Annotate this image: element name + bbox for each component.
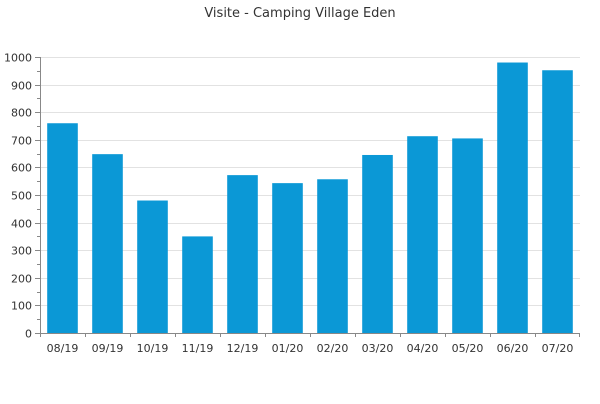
y-tick-label: 500	[11, 190, 32, 203]
y-tick-labels: 0 100 200 300 400 500 600 700 800 900 1000	[4, 52, 32, 341]
x-tick-label: 07/20	[542, 342, 574, 355]
x-tick-label: 10/19	[137, 342, 169, 355]
x-tick-label: 06/20	[497, 342, 529, 355]
x-tick-label: 08/19	[47, 342, 79, 355]
y-tick-label: 100	[11, 300, 32, 313]
y-tick-label: 900	[11, 80, 32, 93]
bar	[137, 200, 168, 333]
grid-lines	[40, 57, 580, 306]
bar	[47, 123, 78, 334]
x-tick-label: 01/20	[272, 342, 304, 355]
x-tick-label: 04/20	[407, 342, 439, 355]
bar	[182, 236, 213, 333]
chart-title: Visite - Camping Village Eden	[204, 6, 395, 21]
bar	[407, 136, 438, 333]
bar	[452, 138, 483, 333]
x-tick-labels: 08/19 09/19 10/19 11/19 12/19 01/20 02/20 03/20…	[47, 342, 574, 355]
y-tick-label: 700	[11, 135, 32, 148]
bar	[92, 154, 123, 333]
bar	[497, 62, 528, 334]
x-tick-label: 05/20	[452, 342, 484, 355]
y-tick-label: 300	[11, 245, 32, 258]
x-tick-label: 11/19	[182, 342, 214, 355]
bar	[317, 179, 348, 333]
bar	[362, 154, 393, 333]
x-tick-label: 12/19	[227, 342, 259, 355]
bar	[272, 183, 303, 333]
bar	[227, 175, 258, 333]
y-tick-label: 600	[11, 162, 32, 175]
y-tick-label: 0	[25, 328, 32, 341]
x-tick-label: 02/20	[317, 342, 349, 355]
y-tick-label: 200	[11, 273, 32, 286]
x-tick-label: 09/19	[92, 342, 124, 355]
bar	[542, 70, 573, 334]
axes	[35, 57, 580, 337]
bars	[47, 62, 573, 334]
y-tick-label: 1000	[4, 52, 32, 65]
y-tick-label: 800	[11, 107, 32, 120]
x-tick-label: 03/20	[362, 342, 394, 355]
y-tick-label: 400	[11, 218, 32, 231]
